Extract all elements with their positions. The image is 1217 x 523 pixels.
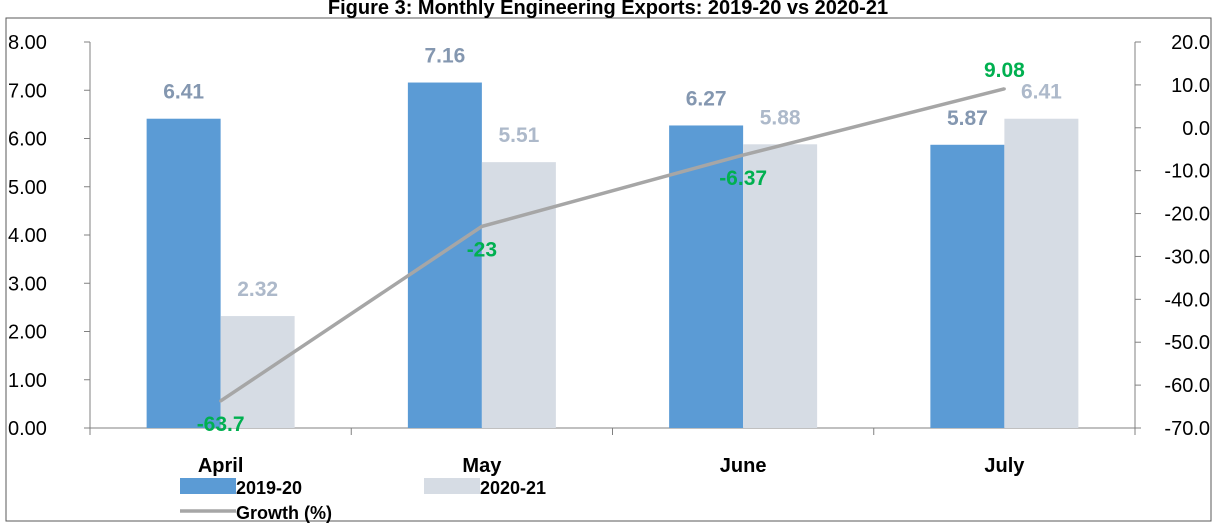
data-label-2020-21: 6.41 — [1021, 81, 1062, 104]
data-label-growth: -63.7 — [197, 413, 245, 436]
y-right-tick-label: -70.0 — [1164, 418, 1210, 440]
line-point — [741, 153, 745, 157]
data-label-2019-20: 7.16 — [424, 45, 465, 68]
data-label-2019-20: 6.41 — [163, 81, 204, 104]
bars-layer — [146, 82, 1079, 429]
x-tick-label: June — [720, 455, 767, 477]
axes-layer: 0.00 1.00 2.00 3.00 4.00 5.00 6.00 7.00 8.00 -70.… — [8, 32, 1210, 477]
y-left-tick-label: 5.00 — [8, 177, 47, 199]
legend-label: 2020-21 — [480, 478, 546, 498]
y-left-tick-label: 1.00 — [8, 370, 47, 392]
y-right-tick-label: 0.0 — [1182, 118, 1210, 140]
x-tick-label: April — [198, 455, 244, 477]
y-left-tick-label: 6.00 — [8, 129, 47, 151]
line-layer — [219, 87, 1006, 403]
line-point — [219, 399, 223, 403]
legend-swatch-2019-20 — [180, 478, 236, 494]
data-label-2019-20: 5.87 — [947, 107, 988, 130]
legend-swatch-2020-21 — [424, 478, 480, 494]
bar-2019-20 — [669, 125, 744, 428]
line-point — [480, 224, 484, 228]
x-tick-label: May — [462, 455, 502, 477]
y-right-tick-label: -10.0 — [1164, 161, 1210, 183]
data-label-2020-21: 2.32 — [237, 278, 278, 301]
bar-2019-20 — [930, 144, 1005, 428]
bar-2020-21 — [1004, 118, 1079, 428]
y-right-tick-label: 10.0 — [1171, 75, 1210, 97]
legend-label: 2019-20 — [236, 478, 302, 498]
data-label-2020-21: 5.88 — [760, 106, 801, 129]
bar-2019-20 — [146, 118, 221, 428]
y-right-tick-label: -60.0 — [1164, 375, 1210, 397]
y-left-tick-label: 8.00 — [8, 32, 47, 54]
line-point — [1002, 87, 1006, 91]
data-label-2020-21: 5.51 — [498, 124, 539, 147]
data-label-2019-20: 6.27 — [686, 87, 727, 110]
bar-2020-21 — [481, 162, 556, 428]
data-label-growth: -23 — [467, 238, 497, 261]
bar-2020-21 — [743, 144, 818, 429]
data-labels-layer: 6.41 2.32 7.16 5.51 6.27 5.88 5.87 6.41 -63.7 -23… — [163, 45, 1062, 436]
legend: 2019-20 2020-21 Growth (%) — [180, 478, 546, 523]
y-right-tick-label: -50.0 — [1164, 332, 1210, 354]
y-left-tick-label: 3.00 — [8, 273, 47, 295]
x-tick-label: July — [984, 455, 1025, 477]
line-growth — [219, 87, 1005, 403]
y-left-tick-label: 2.00 — [8, 322, 47, 344]
y-right-tick-label: 20.0 — [1171, 32, 1210, 54]
y-left-tick-label: 7.00 — [8, 80, 47, 102]
data-label-growth: 9.08 — [984, 59, 1025, 82]
chart-title: Figure 3: Monthly Engineering Exports: 2… — [328, 0, 888, 19]
y-right-tick-label: -30.0 — [1164, 246, 1210, 268]
y-right-tick-label: -20.0 — [1164, 204, 1210, 226]
y-left-tick-label: 4.00 — [8, 225, 47, 247]
data-label-growth: -6.37 — [719, 167, 767, 190]
y-right-tick-label: -40.0 — [1164, 289, 1210, 311]
bar-2020-21 — [220, 316, 295, 428]
bar-2019-20 — [407, 82, 482, 428]
y-left-tick-label: 0.00 — [8, 418, 47, 440]
legend-label: Growth (%) — [236, 503, 332, 523]
